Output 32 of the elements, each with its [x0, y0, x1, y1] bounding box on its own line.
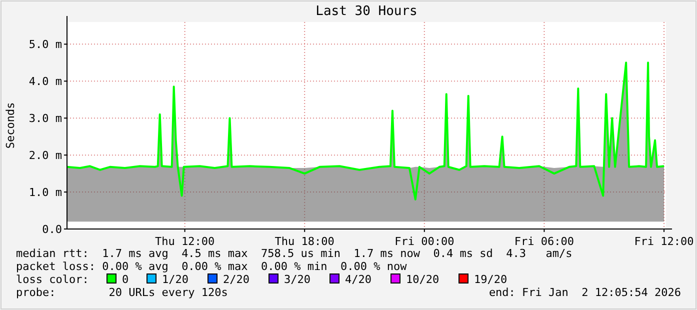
x-tick-label: Fri 00:00	[394, 235, 454, 248]
legend-entry: 19/20	[458, 273, 508, 286]
legend-entry: 1/20	[146, 273, 188, 286]
legend-label: 10/20	[406, 273, 440, 286]
legend-label: 1/20	[162, 273, 188, 286]
legend-label: 0	[122, 273, 129, 286]
legend-label: 3/20	[284, 273, 310, 286]
x-tick-label: Fri 12:00	[634, 235, 694, 248]
y-tick-label: 0.0	[42, 223, 62, 236]
text: end: Fri Jan 2 12:05:54 2026	[488, 286, 681, 299]
legend-label: 4/20	[345, 273, 372, 286]
y-tick-label: 2.0 m	[28, 149, 62, 162]
text: packet loss: 0.00 % avg 0.00 % max 0.00 % min 0.00 % now	[16, 260, 408, 273]
legend-entry: 0	[106, 273, 129, 286]
text: probe: 20 URLs every 120s	[16, 286, 228, 299]
y-tick-label: 5.0 m	[28, 38, 62, 52]
legend-entry: 10/20	[390, 273, 440, 286]
legend-entry: 4/20	[330, 273, 372, 286]
legend-entry: 3/20	[268, 273, 310, 286]
y-tick-label: 1.0 m	[28, 186, 62, 200]
text: median rtt: 1.7 ms avg 4.5 ms max 758.5 us min 1.7 ms now 0.4 ms sd 4.3 am/s	[16, 247, 572, 260]
x-tick-label: Thu 12:00	[155, 235, 215, 248]
y-tick-label: 4.0 m	[28, 75, 62, 88]
legend-label: 19/20	[474, 273, 508, 286]
x-tick-label: Fri 06:00	[514, 235, 574, 248]
legend-label: 2/20	[223, 273, 250, 286]
legend-entry: 2/20	[208, 273, 250, 286]
y-tick-label: 3.0 m	[28, 112, 62, 126]
legend-title: loss color:	[16, 273, 89, 286]
y-axis-title: Seconds	[4, 102, 17, 149]
chart-title: Last 30 Hours	[316, 4, 418, 19]
x-tick-label: Thu 18:00	[274, 235, 334, 248]
